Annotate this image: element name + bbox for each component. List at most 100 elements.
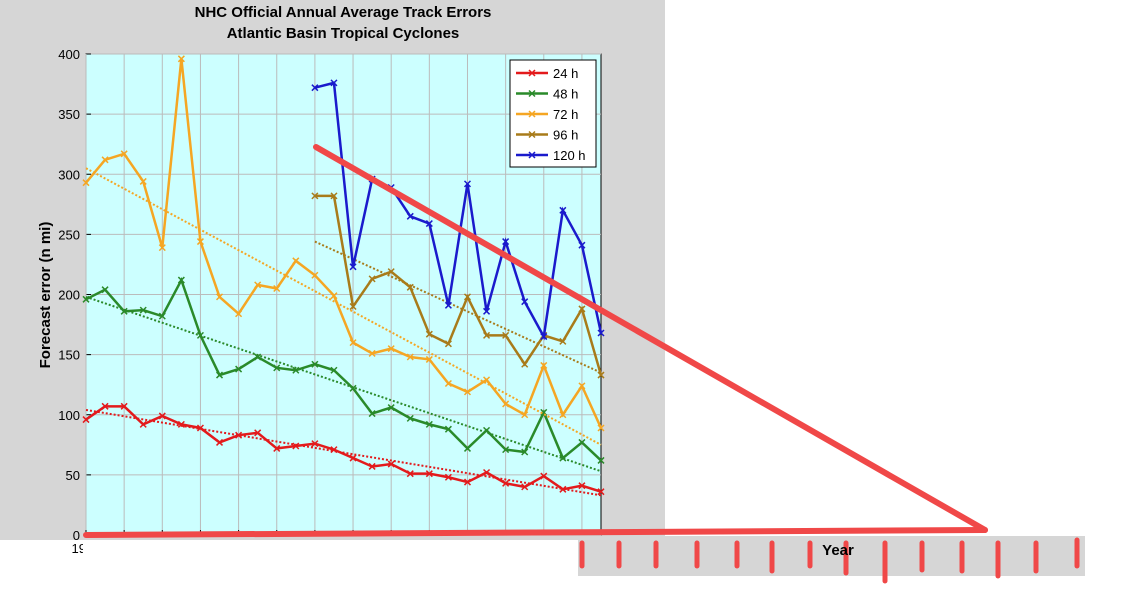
- data-point: [368, 275, 376, 283]
- data-point: [463, 180, 472, 188]
- data-point: [463, 478, 472, 486]
- data-point: [235, 365, 243, 373]
- trend-line: [85, 295, 602, 473]
- legend-marker: [528, 89, 536, 98]
- data-point: [444, 340, 452, 348]
- data-point: [463, 444, 472, 452]
- data-point: [311, 84, 319, 92]
- data-point: [559, 337, 567, 345]
- data-point: [540, 361, 548, 369]
- data-point: [330, 192, 338, 200]
- data-point: [578, 241, 586, 249]
- data-point: [349, 302, 357, 311]
- data-point: [349, 263, 357, 271]
- data-point: [158, 412, 166, 420]
- data-point: [349, 454, 357, 462]
- data-point: [101, 402, 109, 410]
- data-point: [292, 366, 300, 374]
- trend-line: [314, 240, 602, 374]
- legend-marker: [528, 151, 536, 159]
- data-point: [292, 442, 300, 450]
- legend-marker: [528, 110, 536, 118]
- chart-subtitle: Atlantic Basin Tropical Cyclones: [227, 25, 460, 42]
- data-point: [444, 473, 452, 481]
- data-point: [330, 292, 338, 300]
- data-point: [521, 483, 529, 491]
- y-tick-label: 250: [58, 227, 80, 242]
- data-point: [597, 329, 605, 337]
- data-point: [292, 257, 300, 265]
- data-point: [330, 79, 338, 87]
- data-point: [120, 150, 128, 158]
- data-point: [597, 424, 605, 432]
- data-point: [311, 192, 319, 200]
- data-point: [559, 206, 567, 214]
- data-point: [578, 305, 586, 313]
- data-point: [254, 353, 262, 361]
- overlay-ticks: [579, 537, 1080, 584]
- y-tick-label: 0: [73, 528, 80, 543]
- legend-label: 24 h: [553, 66, 578, 81]
- data-point: [521, 448, 529, 456]
- data-point: [559, 411, 567, 419]
- data-point: [139, 420, 147, 428]
- data-point: [597, 456, 605, 464]
- data-point: [139, 177, 147, 185]
- data-point: [330, 366, 338, 374]
- data-point: [101, 286, 109, 294]
- data-point: [406, 353, 414, 361]
- data-point: [196, 238, 204, 246]
- data-point: [483, 468, 491, 477]
- y-axis-label: Forecast error (n mi): [37, 222, 54, 369]
- legend: 24 h 48 h 72 h 96 h 120 h: [509, 59, 597, 168]
- data-point: [578, 482, 586, 490]
- x-axis-label: Year: [822, 542, 854, 559]
- data-point: [177, 420, 185, 428]
- data-point: [406, 283, 414, 291]
- data-point: [311, 440, 319, 448]
- data-point: [425, 470, 433, 478]
- data-point: [463, 388, 472, 396]
- data-point: [82, 179, 90, 187]
- legend-label: 120 h: [553, 148, 586, 163]
- data-point: [406, 470, 414, 478]
- data-point: [254, 281, 262, 289]
- data-point: [559, 485, 567, 493]
- data-point: [139, 306, 147, 314]
- data-point: [368, 349, 376, 357]
- data-point: [540, 472, 548, 480]
- y-tick-label: 400: [58, 47, 80, 62]
- data-point: [444, 379, 452, 388]
- data-point: [177, 276, 185, 284]
- data-point: [387, 460, 395, 468]
- data-point: [521, 298, 529, 306]
- data-point: [597, 371, 605, 379]
- data-point: [120, 402, 128, 410]
- overlay-triangle: [83, 144, 988, 538]
- data-point: [444, 301, 452, 309]
- data-point: [425, 220, 433, 228]
- data-point: [254, 429, 262, 437]
- trend-line: [85, 167, 602, 446]
- data-point: [521, 411, 529, 419]
- data-point: [578, 382, 586, 390]
- data-point: [483, 426, 491, 434]
- data-point: [444, 425, 452, 433]
- y-tick-label: 50: [66, 468, 80, 483]
- y-tick-label: 350: [58, 107, 80, 122]
- data-point: [463, 293, 472, 301]
- data-point: [387, 268, 395, 276]
- data-point: [502, 238, 510, 246]
- chart-title: NHC Official Annual Average Track Errors: [195, 4, 492, 21]
- data-point: [311, 360, 319, 368]
- data-point: [540, 333, 548, 341]
- data-point: [215, 438, 224, 446]
- data-point: [101, 156, 109, 164]
- data-point: [483, 307, 491, 315]
- legend-marker: [528, 69, 536, 77]
- data-point: [483, 331, 491, 339]
- data-point: [158, 312, 166, 320]
- data-point: [406, 212, 414, 220]
- data-point: [425, 355, 433, 363]
- data-point: [215, 293, 224, 301]
